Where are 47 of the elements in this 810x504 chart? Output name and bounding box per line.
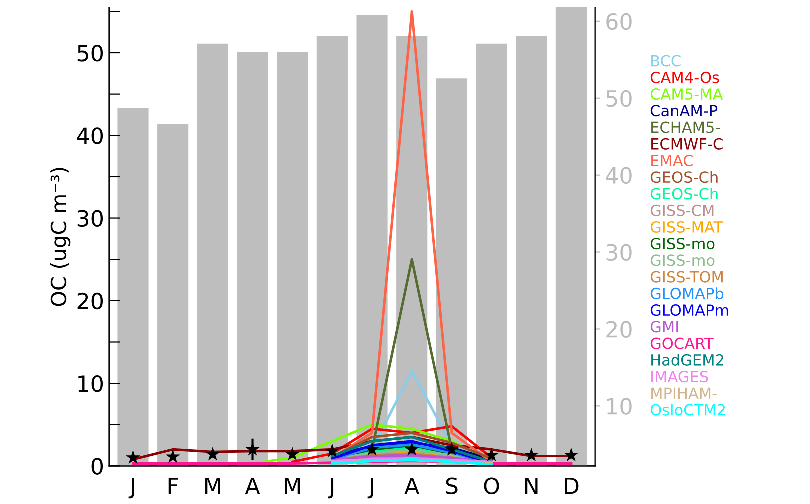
y2-tick-label: 10 <box>608 398 632 415</box>
y-tick-label: 40 <box>77 128 104 144</box>
text: GISS-mo <box>650 254 715 266</box>
text: GISS-TOM <box>650 271 723 283</box>
text: GISS-MAT <box>650 221 724 234</box>
text: BCC <box>652 55 681 67</box>
text: MPIHAM- <box>652 388 717 399</box>
y2-tick-label: 40 <box>606 167 632 184</box>
text: GEOS-Ch <box>650 171 718 184</box>
text: GLOMAPm <box>650 304 728 316</box>
x-tick-label: M <box>285 478 300 494</box>
y2-tick-label: 50 <box>606 90 632 108</box>
text: GOCART <box>650 338 714 350</box>
x-tick-label: A <box>404 478 420 494</box>
text: GISS-mo <box>650 238 715 250</box>
text: GMI <box>650 321 678 333</box>
y-tick-label: 50 <box>78 44 104 62</box>
x-tick-label: M <box>206 478 220 494</box>
y2-tick-label: 20 <box>606 321 632 338</box>
text: CAM5-MA <box>650 88 724 100</box>
y-tick-label: 30 <box>78 210 104 228</box>
text: HadGEM2 <box>652 354 724 366</box>
text: CAM4-Os <box>650 72 720 84</box>
x-tick-label: D <box>565 478 579 494</box>
x-tick-label: J <box>368 478 374 499</box>
x-tick-label: A <box>245 478 260 494</box>
x-tick-label: N <box>525 478 538 494</box>
x-tick-label: F <box>168 478 178 494</box>
x-tick-label: J <box>128 478 134 499</box>
y-tick-label: 20 <box>78 292 104 310</box>
text: EMAC <box>652 154 693 167</box>
text: CanAM-P <box>650 105 718 117</box>
text: OsloCTM2 <box>650 404 726 416</box>
text: GLOMAPb <box>650 288 724 300</box>
text: ECMWF-C <box>652 138 723 150</box>
text: ECHAM5- <box>652 122 720 134</box>
y-tick-label: 10 <box>78 376 104 392</box>
text: IMAGES <box>652 371 708 383</box>
y-axis-title: OC (ugC m⁻³) <box>50 168 71 306</box>
x-tick-label: O <box>484 478 500 495</box>
x-tick-label: S <box>446 478 458 495</box>
text: GISS-CM <box>650 204 714 216</box>
text: GEOS-Ch <box>650 188 718 200</box>
y2-tick-label: 30 <box>606 244 632 262</box>
x-tick-label: J <box>328 478 334 499</box>
y-tick-label: 0 <box>92 458 104 475</box>
y2-tick-label: 60 <box>606 13 632 30</box>
